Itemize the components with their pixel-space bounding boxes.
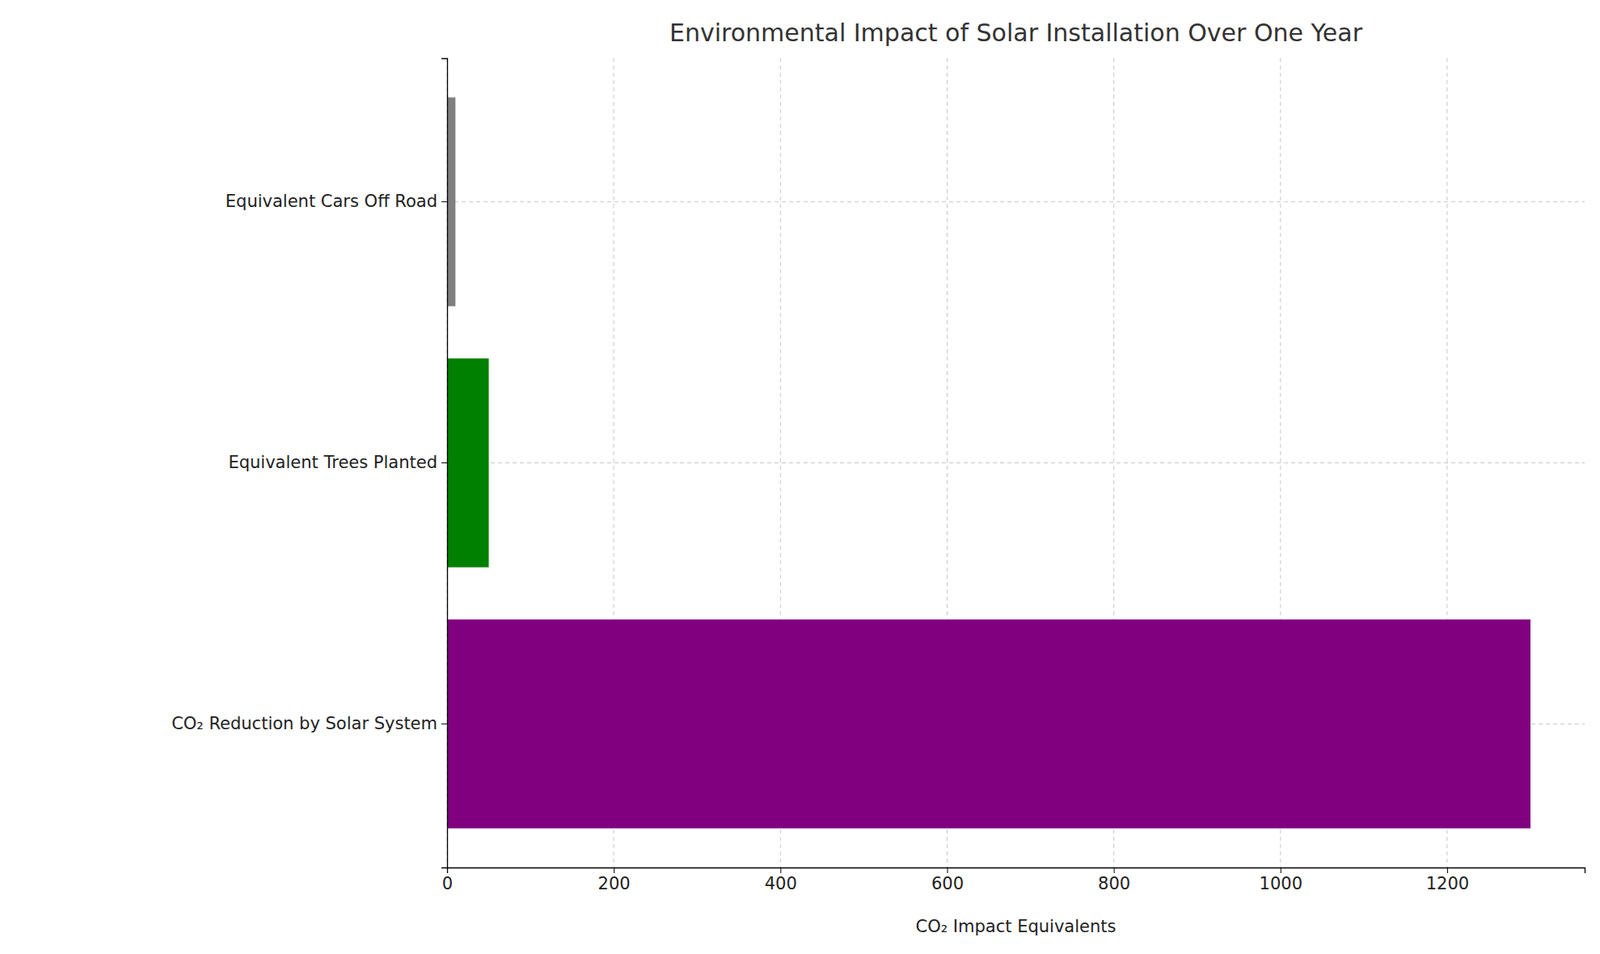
plot-area: 0 200 400 600 800 1000 1200 CO₂ Reduction by So… — [171, 58, 1585, 894]
grid — [447, 58, 1585, 868]
x-tick: 200 — [598, 867, 631, 894]
x-tick: 0 — [442, 867, 453, 894]
bar — [447, 619, 1531, 828]
bar — [447, 358, 490, 567]
x-tick-label: 1000 — [1259, 873, 1303, 894]
x-tick-label: 200 — [598, 873, 631, 894]
x-axis-line — [447, 868, 1586, 874]
x-tick: 600 — [931, 867, 964, 894]
bar — [447, 97, 456, 306]
x-tick-mark — [946, 867, 948, 874]
x-tick-mark — [1280, 867, 1282, 874]
chart-title: Environmental Impact of Solar Installati… — [669, 18, 1364, 47]
x-tick-mark — [1114, 867, 1115, 874]
y-tick-label: Equivalent Cars Off Road — [225, 191, 438, 212]
x-axis-title: CO₂ Impact Equivalents — [916, 916, 1117, 937]
y-tick: Equivalent Cars Off Road — [225, 191, 448, 212]
x-tick-label: 800 — [1097, 873, 1131, 894]
x-tick-label: 1200 — [1426, 873, 1470, 894]
y-axis: CO₂ Reduction by Solar System Equivalent … — [171, 59, 448, 869]
x-axis: 0 200 400 600 800 1000 1200 — [442, 867, 1586, 894]
x-tick: 1200 — [1426, 867, 1470, 894]
grid-line — [447, 201, 1585, 203]
y-tick-label: CO₂ Reduction by Solar System — [171, 713, 438, 734]
chart: 0 200 400 600 800 1000 1200 CO₂ Reduction by So… — [0, 0, 1600, 954]
x-tick-label: 600 — [931, 873, 964, 894]
x-tick-mark — [1447, 867, 1449, 874]
y-tick-mark — [441, 201, 448, 203]
grid-line — [447, 462, 1585, 464]
y-tick: CO₂ Reduction by Solar System — [171, 713, 448, 734]
x-tick-mark — [613, 867, 615, 874]
y-tick-mark — [441, 462, 448, 464]
y-tick-mark — [441, 723, 448, 725]
y-tick-label: Equivalent Trees Planted — [227, 452, 438, 473]
x-tick: 1000 — [1259, 867, 1303, 894]
x-tick-mark — [780, 867, 782, 874]
x-tick-label: 400 — [764, 873, 798, 894]
y-axis-line — [441, 59, 448, 869]
bars — [447, 97, 1531, 828]
x-tick: 400 — [764, 867, 798, 894]
x-tick: 800 — [1097, 867, 1131, 894]
y-tick: Equivalent Trees Planted — [227, 452, 448, 473]
x-tick-label: 0 — [442, 873, 453, 894]
